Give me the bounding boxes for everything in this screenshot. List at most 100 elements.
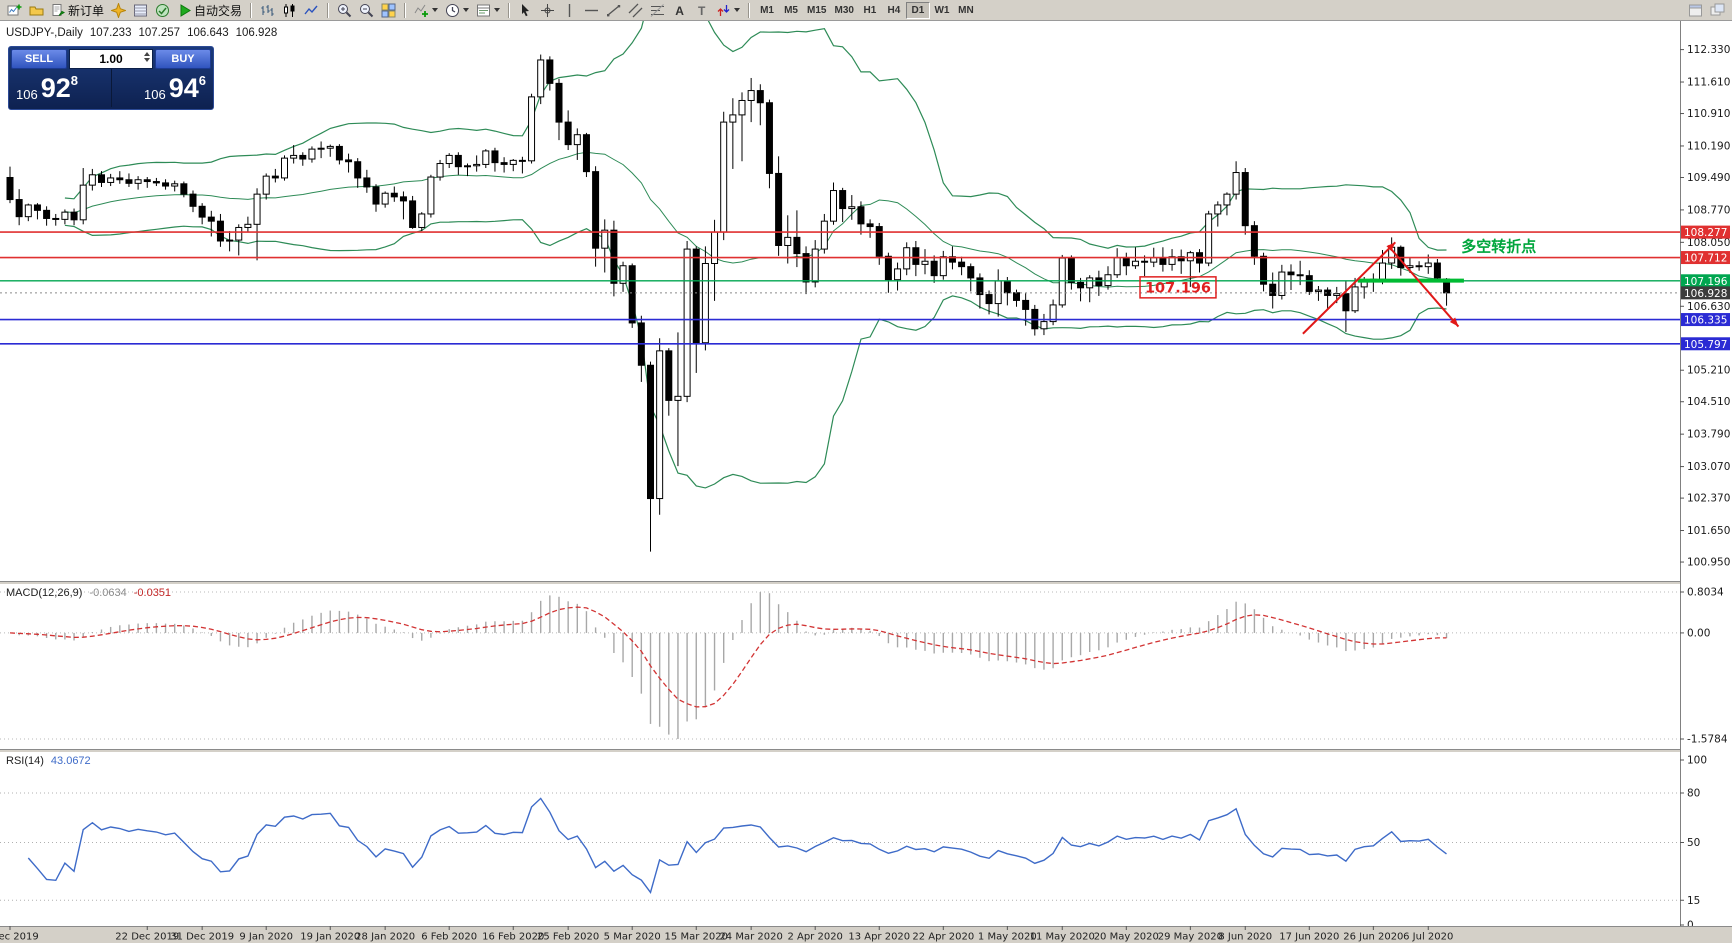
timeframe-button-w1[interactable]: W1 — [934, 4, 950, 16]
timeframe-button-mn[interactable]: MN — [958, 4, 974, 16]
lot-decrease-icon[interactable] — [144, 58, 150, 62]
lot-size-input[interactable]: 1.00 — [69, 49, 153, 69]
buy-button[interactable]: BUY — [155, 49, 211, 69]
strategy-tester-icon — [156, 3, 170, 17]
svg-text:106.335: 106.335 — [1684, 315, 1727, 327]
timeframe-button-m15[interactable]: M15 — [807, 4, 827, 16]
line-chart-icon — [304, 5, 318, 14]
sell-button[interactable]: SELL — [11, 49, 67, 69]
chart-annotations[interactable]: 多空转折点 107.196 — [1139, 237, 1536, 335]
svg-text:31 Dec 2019: 31 Dec 2019 — [170, 932, 234, 943]
new-order-icon — [52, 3, 66, 16]
dropdown-caret-icon — [734, 8, 741, 12]
pane-separators[interactable] — [0, 581, 1732, 753]
bid-prefix: 106 — [16, 87, 38, 102]
dropdown-caret-icon — [463, 8, 470, 12]
label-tool-button[interactable]: T — [691, 1, 712, 20]
crosshair-icon — [541, 3, 555, 17]
candlestick-mode-button[interactable] — [279, 1, 300, 20]
horizontal-line-tool-button[interactable] — [581, 1, 602, 20]
strategy-tester-button[interactable] — [152, 1, 173, 20]
trend-arrowhead — [1449, 317, 1459, 327]
timeframe-button-m5[interactable]: M5 — [784, 4, 798, 16]
chart-symbol-header: USDJPY-,Daily 107.233 107.257 106.643 10… — [6, 27, 277, 39]
svg-text:100.950: 100.950 — [1687, 557, 1730, 569]
trendline-tool-button[interactable] — [603, 1, 624, 20]
svg-text:2 Apr 2020: 2 Apr 2020 — [787, 932, 842, 943]
trend-arrow-2 — [1387, 244, 1460, 328]
svg-text:11 May 2020: 11 May 2020 — [1030, 932, 1095, 943]
svg-text:101.650: 101.650 — [1687, 525, 1730, 537]
auto-trading-icon — [180, 3, 191, 17]
tile-windows-button[interactable] — [378, 1, 399, 20]
one-click-trading-panel: SELL 1.00 BUY 106 92 8 106 — [8, 46, 214, 110]
templates-button[interactable] — [473, 1, 503, 20]
svg-text:110.910: 110.910 — [1687, 108, 1730, 120]
profiles-button[interactable] — [26, 1, 47, 20]
line-chart-mode-button[interactable] — [301, 1, 322, 20]
vertical-line-tool-button[interactable] — [559, 1, 580, 20]
timeframe-button-h4[interactable]: H4 — [887, 4, 901, 16]
macd-signal-line — [9, 606, 1447, 708]
auto-trading-button[interactable]: 自动交易 — [174, 1, 245, 20]
dropdown-caret-icon — [432, 8, 439, 12]
new-chart-icon — [7, 4, 22, 15]
market-watch-button[interactable] — [130, 1, 151, 20]
fibonacci-tool-button[interactable] — [647, 1, 668, 20]
cursor-icon — [522, 3, 530, 16]
main-toolbar: 新订单 自动交易 — [0, 0, 1732, 21]
svg-text:-1.5784: -1.5784 — [1687, 734, 1728, 746]
svg-text:111.610: 111.610 — [1687, 77, 1730, 89]
svg-text:5 Mar 2020: 5 Mar 2020 — [604, 932, 661, 943]
price-box-label: 107.196 — [1145, 280, 1211, 296]
svg-text:106.630: 106.630 — [1687, 301, 1730, 313]
svg-text:17 Jun 2020: 17 Jun 2020 — [1279, 932, 1339, 943]
cursor-tool-button[interactable] — [515, 1, 536, 20]
zoom-out-button[interactable] — [356, 1, 377, 20]
svg-text:112.330: 112.330 — [1687, 44, 1730, 56]
arrows-tool-button[interactable] — [713, 1, 743, 20]
timeframe-button-m1[interactable]: M1 — [760, 4, 774, 16]
toolbar-separator — [250, 2, 253, 18]
timeframe-button-d1[interactable]: D1 — [905, 1, 930, 19]
indicators-button[interactable] — [411, 1, 441, 20]
zoom-in-button[interactable] — [334, 1, 355, 20]
candlestick-icon — [284, 3, 295, 17]
svg-text:105.210: 105.210 — [1687, 365, 1730, 377]
price-badge — [1681, 286, 1730, 300]
price-badge — [1681, 274, 1730, 288]
dropdown-caret-icon — [494, 8, 501, 12]
price-badge — [1681, 337, 1730, 351]
bar-chart-mode-button[interactable] — [257, 1, 278, 20]
channel-tool-button[interactable] — [625, 1, 646, 20]
lot-spinner[interactable] — [144, 52, 150, 62]
svg-text:6 Feb 2020: 6 Feb 2020 — [421, 932, 477, 943]
timeframe-toolbar: M1 M5 M15 M30 H1 H4 D1 W1 MN — [755, 1, 978, 19]
macd-value-signal: -0.0351 — [133, 587, 172, 599]
new-chart-button[interactable] — [4, 1, 25, 20]
svg-text:107.712: 107.712 — [1684, 253, 1727, 265]
metaeditor-button[interactable] — [108, 1, 129, 20]
horizontal-line-objects[interactable] — [0, 231, 1680, 345]
price-box — [1139, 276, 1217, 299]
new-order-button[interactable]: 新订单 — [48, 1, 107, 20]
timeframe-button-h1[interactable]: H1 — [863, 4, 877, 16]
lot-increase-icon[interactable] — [144, 52, 150, 56]
price-chart-canvas: 多空转折点 107.196 112.330 111.610 110.910 110.190… — [0, 21, 1732, 943]
svg-text:50: 50 — [1687, 837, 1700, 849]
price-scale[interactable]: 112.330 111.610 110.910 110.190 109.490 108.7… — [1680, 21, 1732, 932]
metaeditor-icon — [111, 2, 127, 18]
toolbar-extra-button-1[interactable] — [1685, 1, 1706, 20]
vertical-line-icon — [568, 3, 571, 17]
indicators-icon — [414, 4, 429, 17]
svg-text:105.797: 105.797 — [1684, 339, 1727, 351]
crosshair-tool-button[interactable] — [537, 1, 558, 20]
svg-text:13 Apr 2020: 13 Apr 2020 — [848, 932, 910, 943]
timeframe-button-m30[interactable]: M30 — [834, 4, 854, 16]
text-tool-button[interactable]: A — [669, 1, 690, 20]
toolbar-extra-button-2[interactable] — [1707, 1, 1728, 20]
rsi-pane — [0, 792, 1680, 901]
periods-button[interactable] — [442, 1, 472, 20]
label-tool-icon: T — [698, 4, 706, 18]
